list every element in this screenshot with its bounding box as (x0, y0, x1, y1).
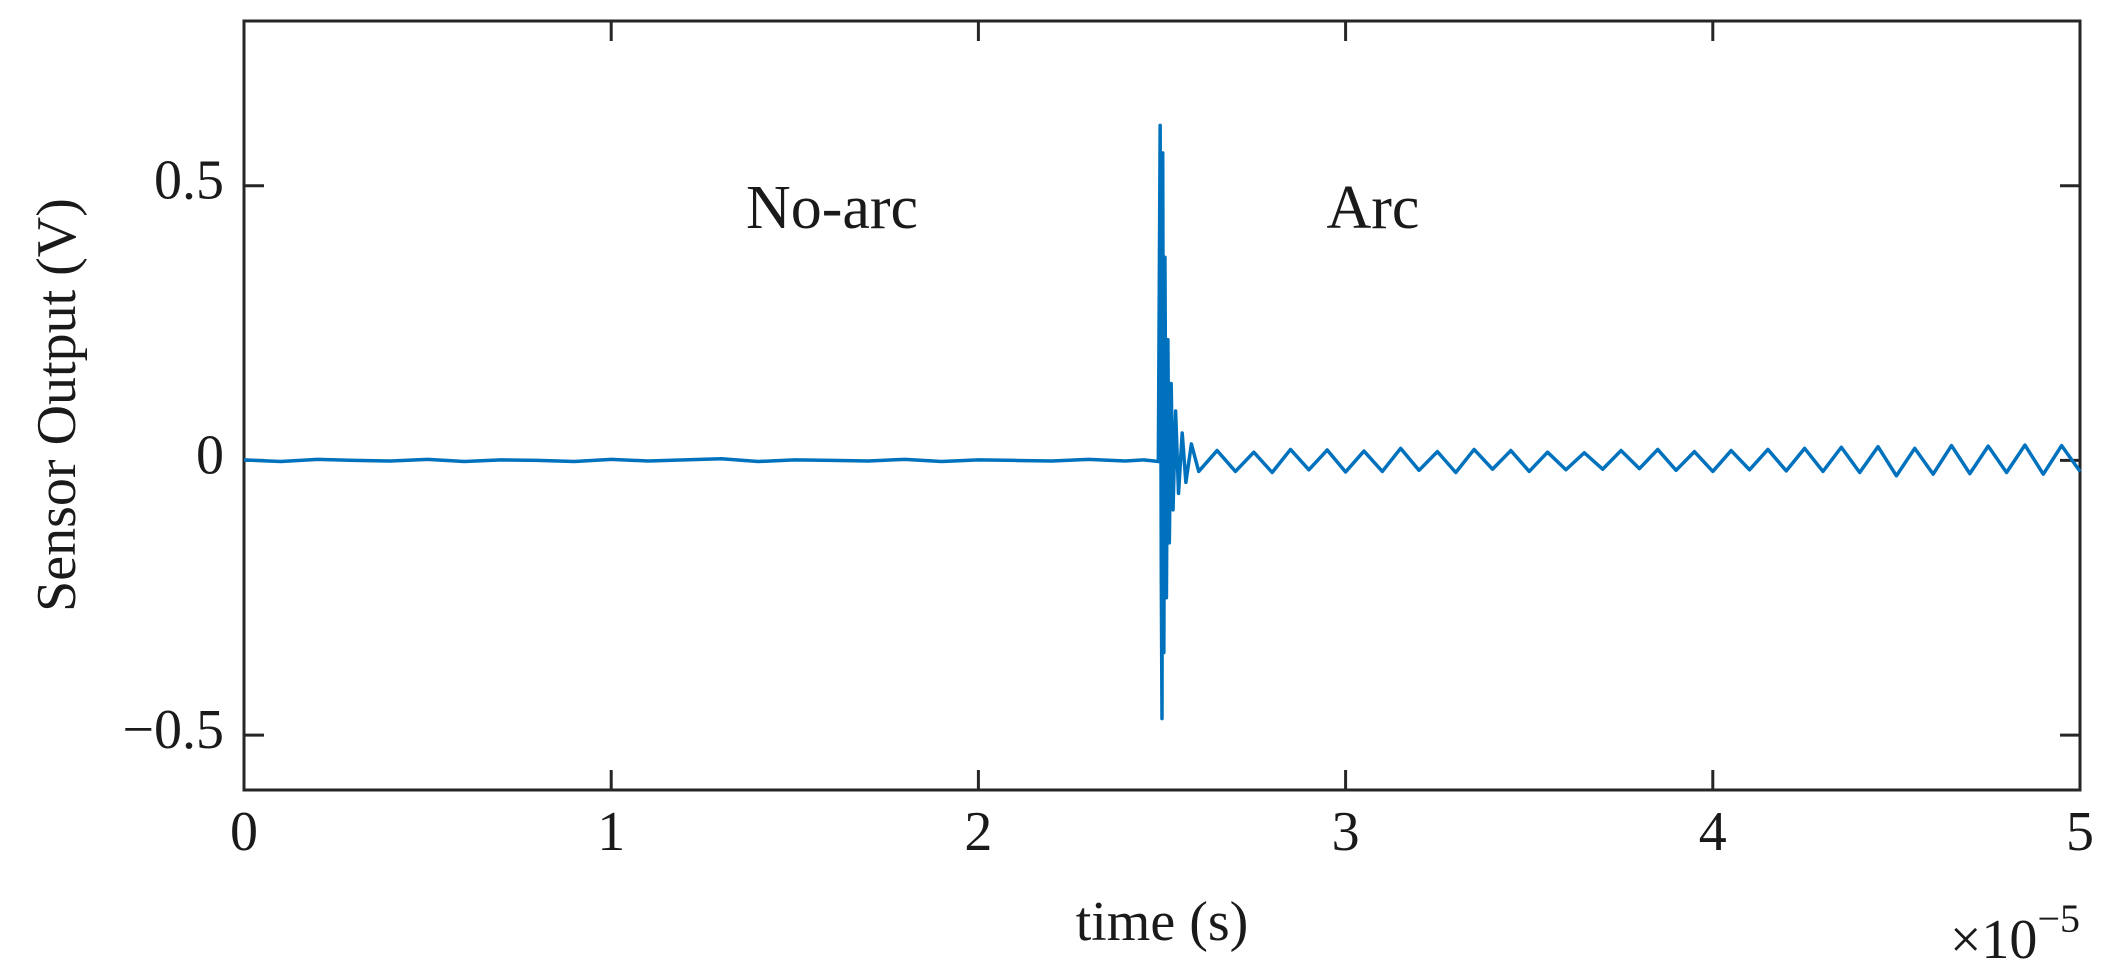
y-axis-label: Sensor Output (V) (26, 198, 88, 612)
multiplier-base: ×10 (1950, 909, 2038, 971)
x-tick-label: 3 (1332, 801, 1360, 863)
y-tick-label: −0.5 (122, 699, 224, 761)
signal-line (243, 123, 2082, 721)
x-tick-label: 5 (2066, 801, 2094, 863)
x-tick-label: 4 (1699, 801, 1727, 863)
y-tick-label: 0 (196, 424, 224, 486)
x-tick-label: 0 (230, 801, 258, 863)
x-multiplier: ×10−5 (1950, 896, 2080, 971)
x-axis-label: time (s) (1076, 891, 1249, 953)
multiplier-exponent: −5 (2037, 896, 2080, 941)
y-tick-label: 0.5 (154, 150, 224, 212)
annotation: Arc (1327, 174, 1420, 242)
x-tick-label: 1 (597, 801, 625, 863)
x-tick-label: 2 (964, 801, 992, 863)
plot-frame (242, 19, 2082, 792)
annotation: No-arc (746, 174, 918, 242)
